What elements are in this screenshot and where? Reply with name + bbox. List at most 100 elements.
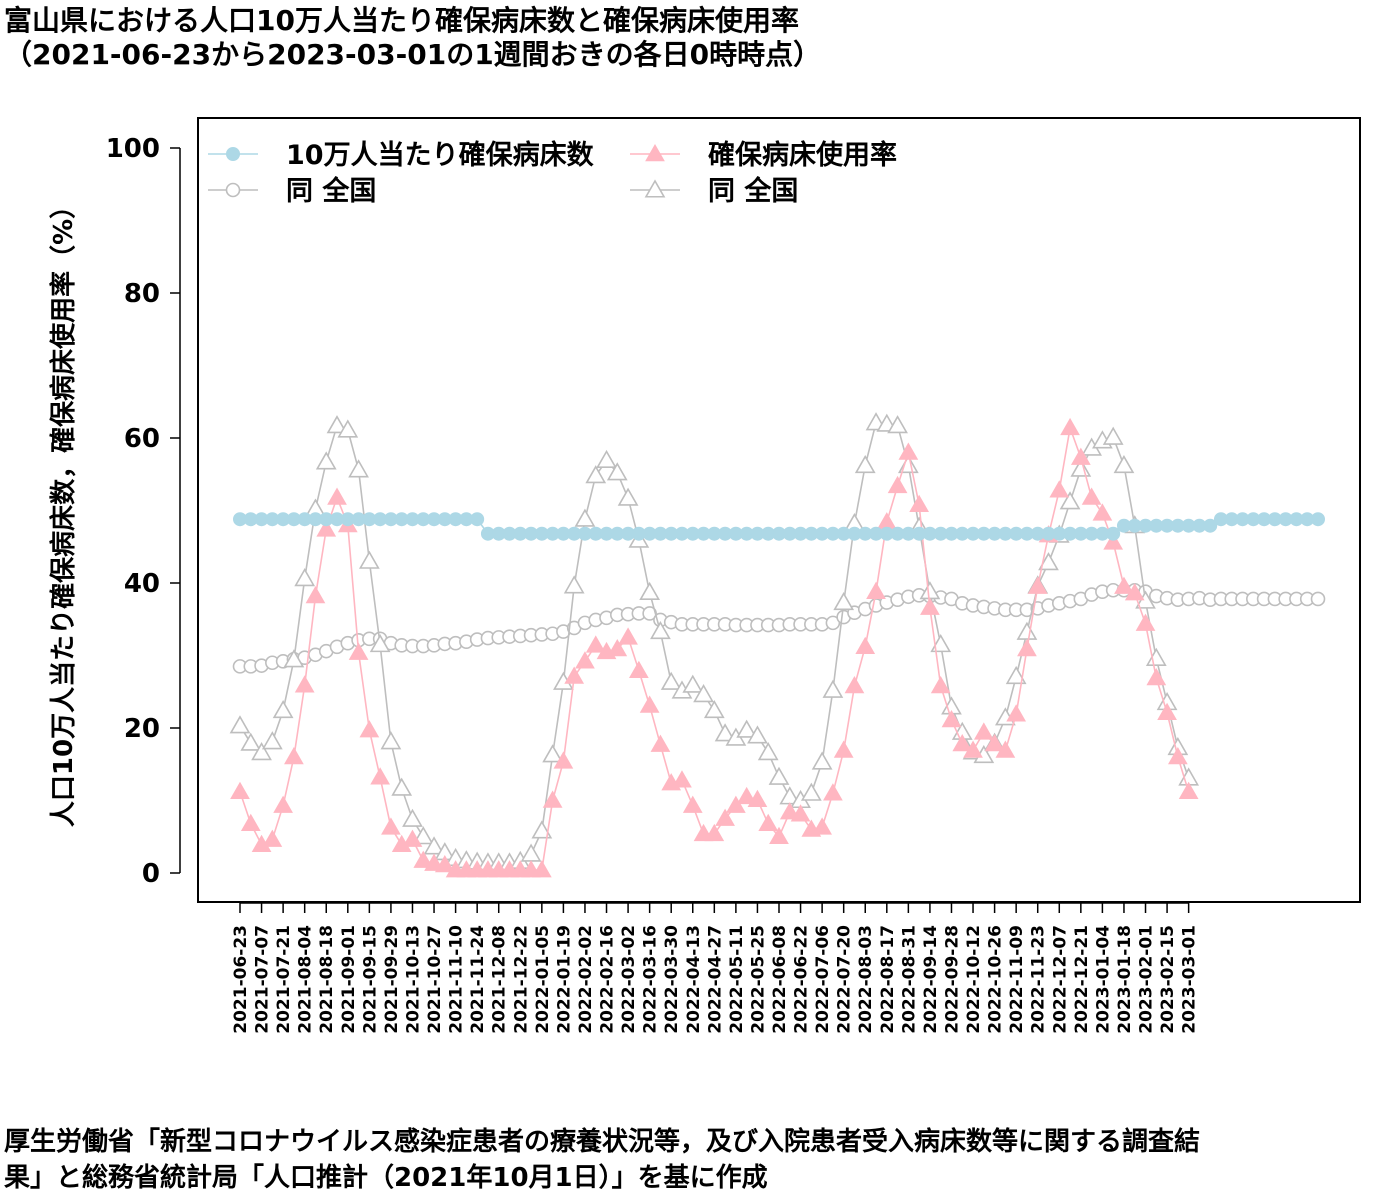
data-point — [1146, 667, 1167, 686]
x-tick-label: 2023-03-01 — [1180, 925, 1200, 1034]
data-point — [952, 733, 973, 752]
data-point — [790, 804, 811, 822]
x-tick-label: 2021-08-18 — [317, 925, 337, 1034]
x-tick-label: 2022-02-16 — [598, 925, 618, 1034]
data-point — [542, 744, 563, 763]
plot-area-frame — [197, 117, 1361, 903]
data-point — [822, 679, 844, 698]
data-point — [703, 699, 725, 719]
data-point — [1017, 638, 1037, 657]
data-point — [531, 820, 553, 839]
data-point — [768, 766, 790, 785]
data-point — [585, 465, 607, 484]
data-point — [984, 733, 1005, 752]
legend-marker — [645, 143, 665, 162]
x-tick-label: 2022-08-17 — [878, 925, 898, 1034]
chart-title: 富山県における人口10万人当たり確保病床数と確保病床使用率 （2021-06-2… — [4, 4, 821, 72]
data-point — [693, 684, 714, 703]
data-point — [1167, 746, 1188, 765]
data-point — [844, 675, 865, 694]
legend-entry: 確保病床使用率 — [630, 139, 897, 171]
x-tick-label: 2022-03-02 — [619, 925, 639, 1034]
data-point — [1203, 518, 1218, 533]
data-point — [887, 475, 908, 494]
data-point — [412, 826, 434, 845]
y-tick-label: 100 — [106, 134, 160, 164]
data-point — [963, 740, 983, 758]
data-point — [564, 666, 585, 684]
data-point — [1027, 576, 1048, 594]
data-point — [747, 725, 768, 744]
data-point — [348, 459, 369, 478]
x-tick-label: 2022-08-03 — [856, 925, 876, 1034]
data-point — [240, 732, 262, 751]
data-point — [650, 734, 671, 752]
data-point — [240, 813, 261, 831]
data-point — [973, 722, 994, 740]
data-point — [284, 746, 304, 765]
x-tick-label: 2022-07-20 — [835, 925, 855, 1034]
data-point — [823, 783, 843, 801]
data-point — [606, 462, 628, 481]
data-point — [230, 781, 250, 800]
x-tick-label: 2023-02-01 — [1137, 925, 1157, 1034]
data-point — [1106, 526, 1121, 541]
data-point — [326, 415, 348, 434]
data-point — [380, 731, 402, 750]
data-point — [1310, 591, 1326, 607]
x-tick-label: 2022-03-30 — [662, 925, 682, 1034]
data-point — [898, 442, 919, 460]
x-tick-label: 2022-03-16 — [641, 925, 661, 1034]
data-point — [434, 855, 455, 873]
data-point — [672, 770, 692, 788]
data-point — [283, 649, 305, 668]
data-point — [909, 494, 930, 512]
data-point — [1157, 702, 1177, 721]
source-caption-line2: 果」と総務省統計局「人口推計（2021年10月1日）」を基に作成 — [4, 1163, 768, 1193]
data-point — [337, 419, 359, 438]
data-point — [1092, 503, 1113, 521]
line-chart: 0 20 40 60 80 100 2021-06-23 2021-07-07 2021-07… — [48, 117, 1361, 1034]
data-point — [1049, 480, 1070, 498]
data-point — [833, 740, 854, 758]
data-point — [812, 817, 832, 835]
data-point — [542, 790, 563, 808]
data-point — [381, 817, 401, 835]
data-point — [930, 634, 952, 653]
x-tick-label: 2023-02-15 — [1158, 925, 1178, 1034]
x-tick-label: 2021-12-22 — [511, 925, 531, 1034]
data-point — [887, 415, 908, 434]
data-point — [1178, 781, 1199, 800]
x-tick-label: 2022-08-31 — [899, 925, 919, 1034]
data-point — [811, 751, 833, 770]
data-point — [736, 719, 758, 738]
data-point — [704, 823, 725, 842]
data-point — [714, 723, 736, 742]
data-point — [866, 581, 886, 599]
x-tick-label: 2022-01-19 — [554, 925, 574, 1034]
data-point — [854, 454, 876, 474]
data-point — [294, 675, 315, 693]
data-point — [1038, 552, 1059, 571]
data-point — [273, 795, 293, 813]
legend-label: 10万人当たり確保病床数 — [286, 139, 595, 171]
data-point — [262, 829, 283, 847]
data-point — [1059, 491, 1081, 510]
data-point — [1016, 621, 1038, 640]
data-point — [1114, 576, 1134, 594]
x-tick-label: 2021-07-21 — [274, 925, 294, 1034]
data-point — [294, 568, 316, 587]
data-point — [1081, 487, 1102, 505]
data-point — [327, 487, 347, 505]
data-point — [402, 829, 423, 847]
x-tick-label: 2022-09-28 — [942, 925, 962, 1034]
data-point — [1103, 532, 1124, 550]
legend-marker — [225, 182, 241, 198]
data-point — [316, 519, 337, 537]
data-point — [470, 512, 485, 527]
data-point — [1311, 512, 1325, 527]
data-point — [800, 782, 822, 801]
x-tick-label: 2023-01-04 — [1093, 925, 1113, 1034]
data-point — [639, 695, 660, 713]
